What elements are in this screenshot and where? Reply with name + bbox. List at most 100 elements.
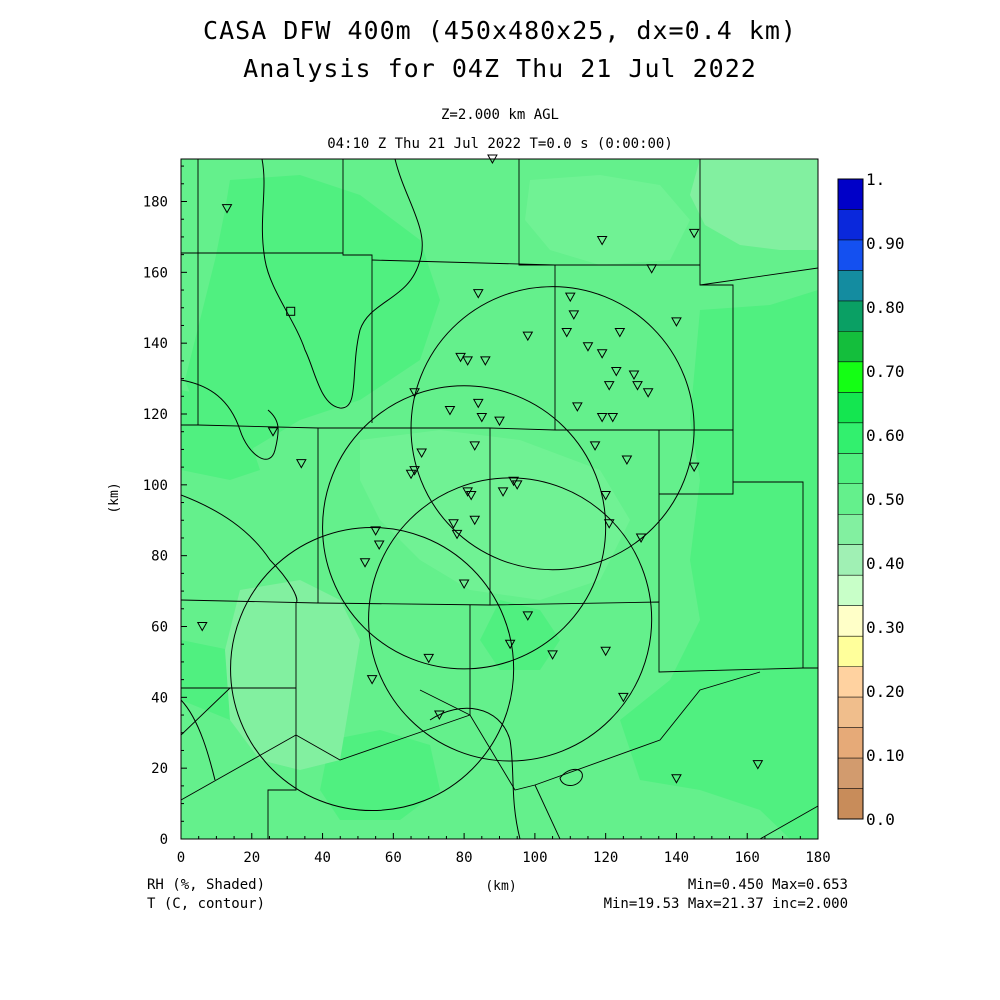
colorbar-label: 0.50 bbox=[866, 490, 905, 509]
footer-field-range: Min=0.450 Max=0.653 bbox=[687, 877, 848, 893]
colorbar-cell bbox=[838, 331, 863, 362]
station-marker bbox=[196, 622, 208, 632]
station-marker bbox=[472, 398, 484, 409]
station-marker bbox=[618, 692, 629, 703]
station-marker bbox=[752, 760, 764, 770]
colorbar-cell bbox=[838, 361, 863, 393]
x-tick-label: 80 bbox=[456, 850, 473, 866]
station-marker bbox=[479, 356, 491, 366]
colorbar-label: 1. bbox=[866, 170, 885, 189]
station-marker bbox=[511, 480, 523, 490]
station-marker bbox=[522, 331, 534, 342]
map-title-time: Analysis for 04Z Thu 21 Jul 2022 bbox=[243, 54, 757, 83]
map-title: CASA DFW 400m (450x480x25, dx=0.4 km) bbox=[203, 16, 797, 45]
colorbar-cell bbox=[838, 209, 863, 240]
station-marker bbox=[451, 529, 463, 540]
rh-shade-east bbox=[620, 290, 818, 839]
station-marker bbox=[469, 441, 481, 451]
station-marker bbox=[465, 490, 477, 501]
station-marker bbox=[472, 289, 484, 299]
station-marker bbox=[603, 519, 615, 529]
rh-shade-southwest-dry bbox=[225, 580, 360, 770]
station-marker bbox=[444, 405, 456, 416]
station-marker bbox=[373, 540, 385, 551]
x-tick-label: 60 bbox=[385, 850, 402, 866]
footer-field-label: RH (%, Shaded) bbox=[147, 877, 266, 893]
y-tick-label: 140 bbox=[143, 336, 168, 352]
station-marker bbox=[635, 533, 647, 543]
colorbar-cell bbox=[838, 575, 863, 606]
x-axis: 0 20 40 60 80 100 120 140 160 180 bbox=[177, 833, 831, 866]
station-marker bbox=[295, 459, 307, 469]
y-tick-label: 0 bbox=[160, 832, 168, 848]
station-marker bbox=[423, 653, 435, 664]
station-marker bbox=[359, 558, 371, 568]
radar-ring bbox=[410, 286, 695, 571]
colorbar-cell bbox=[838, 179, 863, 210]
y-tick-label: 120 bbox=[143, 407, 168, 423]
y-tick-label: 100 bbox=[143, 478, 168, 494]
y-tick-label: 160 bbox=[143, 265, 168, 281]
radar-site-marker bbox=[286, 306, 296, 316]
rh-shade-center-dry bbox=[360, 430, 630, 600]
station-marker bbox=[603, 381, 615, 391]
level-label: Z=2.000 km AGL bbox=[440, 107, 559, 123]
colorbar-cell bbox=[838, 300, 863, 332]
colorbar-label: 0.70 bbox=[866, 362, 905, 381]
station-marker bbox=[646, 264, 658, 274]
station-marker bbox=[504, 639, 516, 650]
x-axis-label: (km) bbox=[485, 879, 516, 894]
y-tick-label: 80 bbox=[151, 549, 168, 565]
colorbar-label: 0.90 bbox=[866, 234, 905, 253]
x-tick-label: 40 bbox=[314, 850, 331, 866]
colorbar-cell bbox=[838, 697, 863, 728]
y-tick-label: 20 bbox=[151, 761, 168, 777]
station-marker bbox=[564, 292, 576, 303]
y-axis: 0 20 40 60 80 100 120 140 160 180 bbox=[143, 165, 187, 848]
colorbar-cell bbox=[838, 392, 863, 423]
colorbar-label: 0.80 bbox=[866, 298, 905, 317]
colorbar-cell bbox=[838, 544, 863, 576]
station-marker bbox=[688, 228, 700, 239]
station-marker bbox=[600, 490, 612, 501]
station-marker bbox=[455, 352, 466, 363]
station-marker bbox=[596, 349, 608, 359]
x-tick-label: 160 bbox=[735, 850, 760, 866]
rh-shade-south bbox=[320, 730, 440, 820]
colorbar-cell bbox=[838, 636, 863, 667]
station-marker bbox=[469, 515, 481, 526]
colorbar-cell bbox=[838, 727, 863, 759]
station-marker bbox=[433, 710, 445, 721]
rh-shade-northeast-dry bbox=[690, 159, 818, 250]
station-marker bbox=[547, 650, 558, 660]
station-marker bbox=[416, 448, 427, 458]
station-marker bbox=[596, 413, 608, 423]
station-marker bbox=[267, 427, 279, 437]
rh-shade-west bbox=[181, 390, 260, 480]
station-marker bbox=[448, 519, 459, 529]
x-tick-label: 140 bbox=[664, 850, 689, 866]
station-marker bbox=[688, 462, 700, 473]
station-marker bbox=[497, 487, 509, 497]
station-marker bbox=[462, 356, 474, 366]
footer-contour-range: Min=19.53 Max=21.37 inc=2.000 bbox=[603, 896, 848, 912]
colorbar-cell bbox=[838, 788, 863, 819]
rh-shade-north-dry bbox=[525, 175, 690, 265]
rh-shade-northwest bbox=[185, 175, 440, 450]
station-marker bbox=[671, 774, 682, 784]
station-marker bbox=[610, 367, 622, 377]
y-axis-label: (km) bbox=[107, 482, 122, 513]
footer-contour-label: T (C, contour) bbox=[147, 896, 266, 912]
station-marker bbox=[561, 328, 573, 338]
valid-time-label: 04:10 Z Thu 21 Jul 2022 T=0.0 s (0:00:00… bbox=[327, 136, 673, 152]
station-marker bbox=[607, 413, 619, 423]
radar-range-rings bbox=[230, 286, 695, 812]
station-marker bbox=[405, 469, 417, 480]
station-marker bbox=[642, 388, 654, 398]
y-tick-label: 60 bbox=[151, 620, 168, 636]
y-tick-label: 180 bbox=[143, 195, 168, 211]
station-marker bbox=[614, 328, 626, 338]
station-marker bbox=[628, 370, 640, 381]
colorbar-cell bbox=[838, 514, 863, 545]
station-marker bbox=[671, 317, 682, 327]
